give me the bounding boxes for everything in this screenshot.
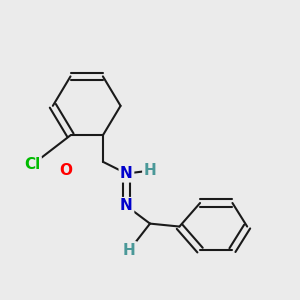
Text: N: N bbox=[120, 198, 133, 213]
Text: Cl: Cl bbox=[24, 157, 40, 172]
Text: O: O bbox=[60, 163, 73, 178]
Text: H: H bbox=[144, 163, 156, 178]
Text: H: H bbox=[123, 243, 136, 258]
Text: N: N bbox=[120, 166, 133, 181]
